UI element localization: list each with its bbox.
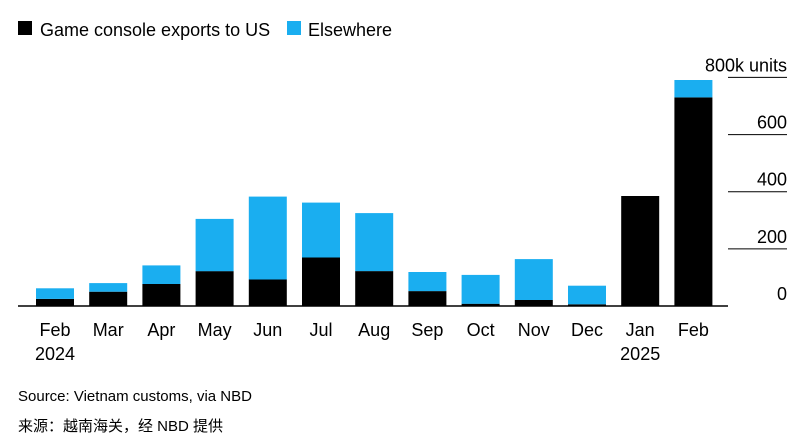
- legend-label-elsewhere: Elsewhere: [308, 20, 392, 40]
- x-tick-label-11: Jan: [626, 320, 655, 340]
- y-axis-labels: 0 200 400 600 800k units: [705, 55, 787, 304]
- bar-elsewhere-10: [568, 285, 606, 305]
- x-year-label-2025: 2025: [620, 344, 660, 364]
- bar-elsewhere-8: [461, 274, 500, 304]
- x-tick-label-5: Jul: [309, 320, 332, 340]
- source-note: Source: Vietnam customs, via NBD 来源：越南海关…: [18, 388, 252, 435]
- bar-us-7: [408, 291, 447, 306]
- bar-elsewhere-0: [36, 288, 74, 299]
- bar-elsewhere-9: [514, 259, 553, 300]
- x-tick-label-7: Sep: [411, 320, 443, 340]
- y-tick-label-200: 200: [757, 227, 787, 247]
- bar-us-5: [302, 257, 340, 306]
- bar-us-1: [89, 291, 128, 306]
- gridlines: [728, 76, 787, 250]
- x-tick-label-6: Aug: [358, 320, 390, 340]
- bar-us-12: [674, 97, 713, 307]
- bars: [36, 80, 713, 307]
- bar-us-3: [195, 271, 234, 306]
- x-tick-label-3: May: [198, 320, 232, 340]
- bar-us-8: [461, 303, 500, 306]
- bar-us-9: [514, 300, 553, 306]
- x-tick-label-1: Mar: [93, 320, 124, 340]
- x-tick-label-10: Dec: [571, 320, 603, 340]
- bar-elsewhere-7: [408, 272, 447, 292]
- x-tick-label-12: Feb: [678, 320, 709, 340]
- bar-elsewhere-1: [89, 283, 128, 292]
- x-tick-label-4: Jun: [253, 320, 282, 340]
- bar-elsewhere-2: [142, 265, 181, 284]
- bar-elsewhere-6: [355, 213, 394, 272]
- bar-us-2: [142, 284, 181, 306]
- y-tick-label-800: 800k units: [705, 55, 787, 75]
- bar-us-6: [355, 271, 394, 306]
- x-axis-labels: Feb Mar Apr May Jun Jul Aug Sep Oct Nov Dec Jan Feb 2…: [35, 320, 709, 364]
- legend: Game console exports to US Elsewhere: [18, 20, 392, 40]
- y-tick-label-600: 600: [757, 113, 787, 133]
- source-line-english: Source: Vietnam customs, via NBD: [18, 388, 252, 405]
- bar-us-10: [568, 304, 606, 306]
- source-line-chinese: 来源：越南海关，经 NBD 提供: [18, 418, 223, 435]
- bar-us-0: [36, 298, 74, 306]
- legend-swatch-elsewhere: [287, 21, 301, 35]
- y-tick-label-0: 0: [777, 284, 787, 304]
- bar-elsewhere-5: [302, 202, 340, 258]
- x-tick-label-8: Oct: [467, 320, 495, 340]
- x-tick-label-9: Nov: [518, 320, 550, 340]
- legend-swatch-us: [18, 21, 32, 35]
- bar-us-11: [621, 196, 660, 306]
- x-tick-label-0: Feb: [39, 320, 70, 340]
- legend-label-us: Game console exports to US: [40, 20, 270, 40]
- bar-elsewhere-12: [674, 80, 713, 98]
- bar-elsewhere-4: [248, 196, 287, 280]
- x-tick-label-2: Apr: [147, 320, 175, 340]
- bar-elsewhere-3: [195, 218, 234, 272]
- bar-us-4: [248, 279, 287, 306]
- x-year-label-2024: 2024: [35, 344, 75, 364]
- y-tick-label-400: 400: [757, 170, 787, 190]
